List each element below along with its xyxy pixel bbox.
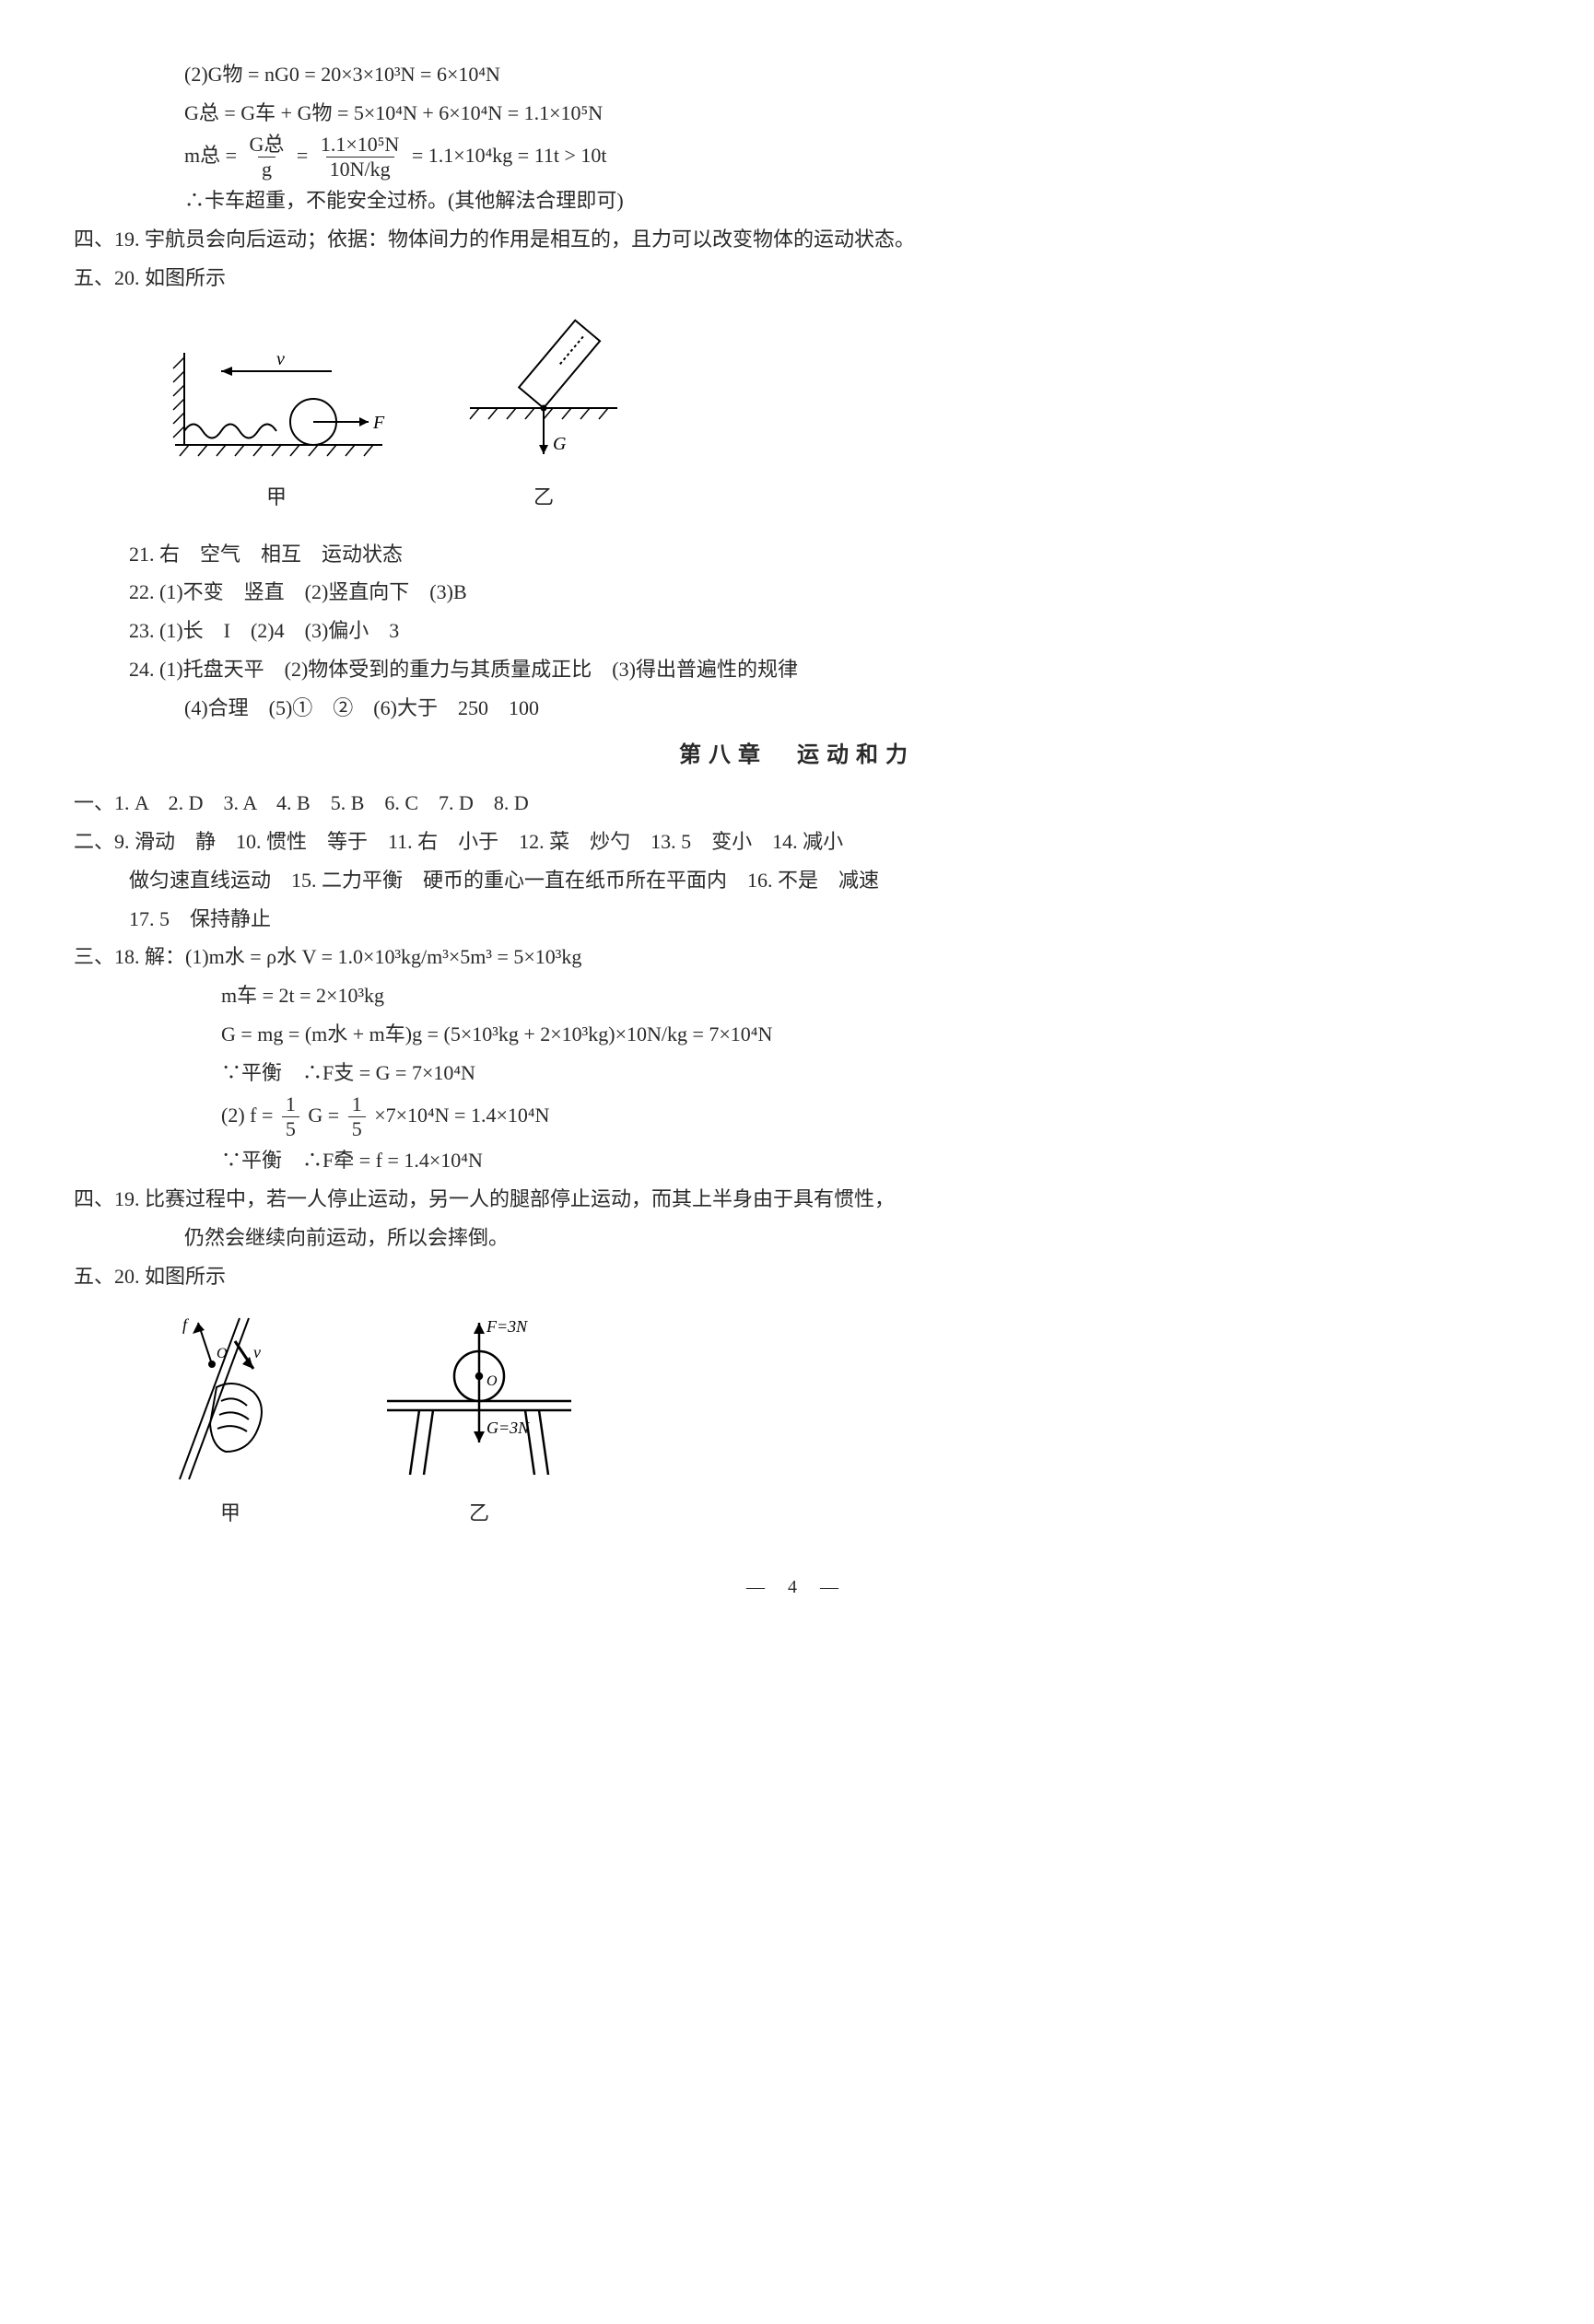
eq3-frac1-den: g — [258, 157, 275, 181]
ch8-s4b: 仍然会继续向前运动，所以会摔倒。 — [74, 1219, 1520, 1257]
eq-line-4: ∴卡车超重，不能安全过桥。(其他解法合理即可) — [74, 181, 1520, 220]
eq-line-3: m总 = G总 g = 1.1×10⁵N 10N/kg = 1.1×10⁴kg … — [74, 133, 1520, 182]
s3e-frac2: 1 5 — [348, 1092, 366, 1142]
page-number: — 4 — — [74, 1570, 1520, 1605]
fig2-O: O — [217, 1346, 228, 1361]
ch8-s3b: m车 = 2t = 2×10³kg — [74, 976, 1520, 1015]
eq3-pre: m总 = — [184, 144, 242, 167]
s3e-frac1-den: 5 — [282, 1116, 299, 1141]
eq-line-1: (2)G物 = nG0 = 20×3×10³N = 6×10⁴N — [74, 55, 1520, 94]
incline-block-diagram: G — [461, 316, 627, 473]
s3e-pre: (2) f = — [221, 1103, 278, 1126]
s3e-frac1: 1 5 — [282, 1092, 299, 1142]
ch8-s3f: ∵平衡 ∴F牵 = f = 1.4×10⁴N — [74, 1141, 1520, 1180]
s3e-frac1-num: 1 — [282, 1092, 299, 1116]
chapter-title: 第八章 运动和力 — [74, 735, 1520, 777]
ch8-s3d: ∵平衡 ∴F支 = G = 7×10⁴N — [74, 1054, 1520, 1092]
eq3-frac2: 1.1×10⁵N 10N/kg — [317, 133, 403, 182]
fig1-v: v — [276, 349, 285, 369]
sec4-19: 四、19. 宇航员会向后运动；依据：物体间力的作用是相互的，且力可以改变物体的运… — [74, 220, 1520, 259]
fig1-F: F — [372, 413, 385, 433]
eq3-frac1: G总 g — [246, 133, 288, 182]
eq3-post: = 1.1×10⁴kg = 11t > 10t — [412, 144, 607, 167]
fig1-yi-label: 乙 — [533, 478, 554, 517]
ans-24: 24. (1)托盘天平 (2)物体受到的重力与其质量成正比 (3)得出普遍性的规… — [74, 650, 1520, 689]
ch8-s1: 一、1. A 2. D 3. A 4. B 5. B 6. C 7. D 8. … — [74, 784, 1520, 823]
eq3-frac2-den: 10N/kg — [326, 157, 394, 181]
fig2-jia-label: 甲 — [220, 1494, 240, 1533]
eq3-mid: = — [297, 144, 313, 167]
fig1-G: G — [553, 434, 567, 454]
figure-row-1: v F 甲 G — [74, 316, 1520, 517]
figure-row-2: f O v 甲 F=3N O G=3N — [74, 1314, 1520, 1533]
sec5-20: 五、20. 如图所示 — [74, 259, 1520, 298]
ch8-s2a: 二、9. 滑动 静 10. 惯性 等于 11. 右 小于 12. 菜 炒勺 13… — [74, 823, 1520, 861]
fig2-G3N: G=3N — [486, 1419, 530, 1437]
s3e-frac2-den: 5 — [348, 1116, 366, 1141]
figure-jia-1: v F 甲 — [166, 344, 387, 517]
spring-ball-diagram: v F — [166, 344, 387, 473]
ch8-s3e: (2) f = 1 5 G = 1 5 ×7×10⁴N = 1.4×10⁴N — [74, 1092, 1520, 1142]
ans-22: 22. (1)不变 竖直 (2)竖直向下 (3)B — [74, 573, 1520, 612]
eq3-frac1-num: G总 — [246, 133, 288, 157]
fig2-O2: O — [486, 1373, 498, 1389]
ch8-s2b: 做匀速直线运动 15. 二力平衡 硬币的重心一直在纸币所在平面内 16. 不是 … — [74, 861, 1520, 900]
s3e-post: ×7×10⁴N = 1.4×10⁴N — [374, 1103, 549, 1126]
fig2-v: v — [253, 1343, 261, 1361]
ans-21: 21. 右 空气 相互 运动状态 — [74, 535, 1520, 574]
fig2-yi-label: 乙 — [469, 1494, 489, 1533]
ch8-s4a: 四、19. 比赛过程中，若一人停止运动，另一人的腿部停止运动，而其上半身由于具有… — [74, 1180, 1520, 1219]
s3e-mid: G = — [308, 1103, 344, 1126]
eq3-frac2-num: 1.1×10⁵N — [317, 133, 403, 157]
ans-23: 23. (1)长 I (2)4 (3)偏小 3 — [74, 612, 1520, 650]
ch8-s5: 五、20. 如图所示 — [74, 1257, 1520, 1296]
figure-yi-2: F=3N O G=3N 乙 — [369, 1314, 590, 1533]
fig1-jia-label: 甲 — [266, 478, 287, 517]
figure-yi-1: G 乙 — [461, 316, 627, 517]
ans-24b: (4)合理 (5)① ② (6)大于 250 100 — [74, 689, 1520, 728]
ball-table-diagram: F=3N O G=3N — [369, 1314, 590, 1489]
figure-jia-2: f O v 甲 — [166, 1314, 295, 1533]
ch8-s3a: 三、18. 解：(1)m水 = ρ水 V = 1.0×10³kg/m³×5m³ … — [74, 938, 1520, 976]
hand-chalk-diagram: f O v — [166, 1314, 295, 1489]
fig2-f: f — [182, 1315, 190, 1334]
fig2-F3N: F=3N — [486, 1317, 528, 1336]
ch8-s3c: G = mg = (m水 + m车)g = (5×10³kg + 2×10³kg… — [74, 1015, 1520, 1054]
s3e-frac2-num: 1 — [348, 1092, 366, 1116]
eq-line-2: G总 = G车 + G物 = 5×10⁴N + 6×10⁴N = 1.1×10⁵… — [74, 94, 1520, 133]
ch8-s2c: 17. 5 保持静止 — [74, 900, 1520, 939]
